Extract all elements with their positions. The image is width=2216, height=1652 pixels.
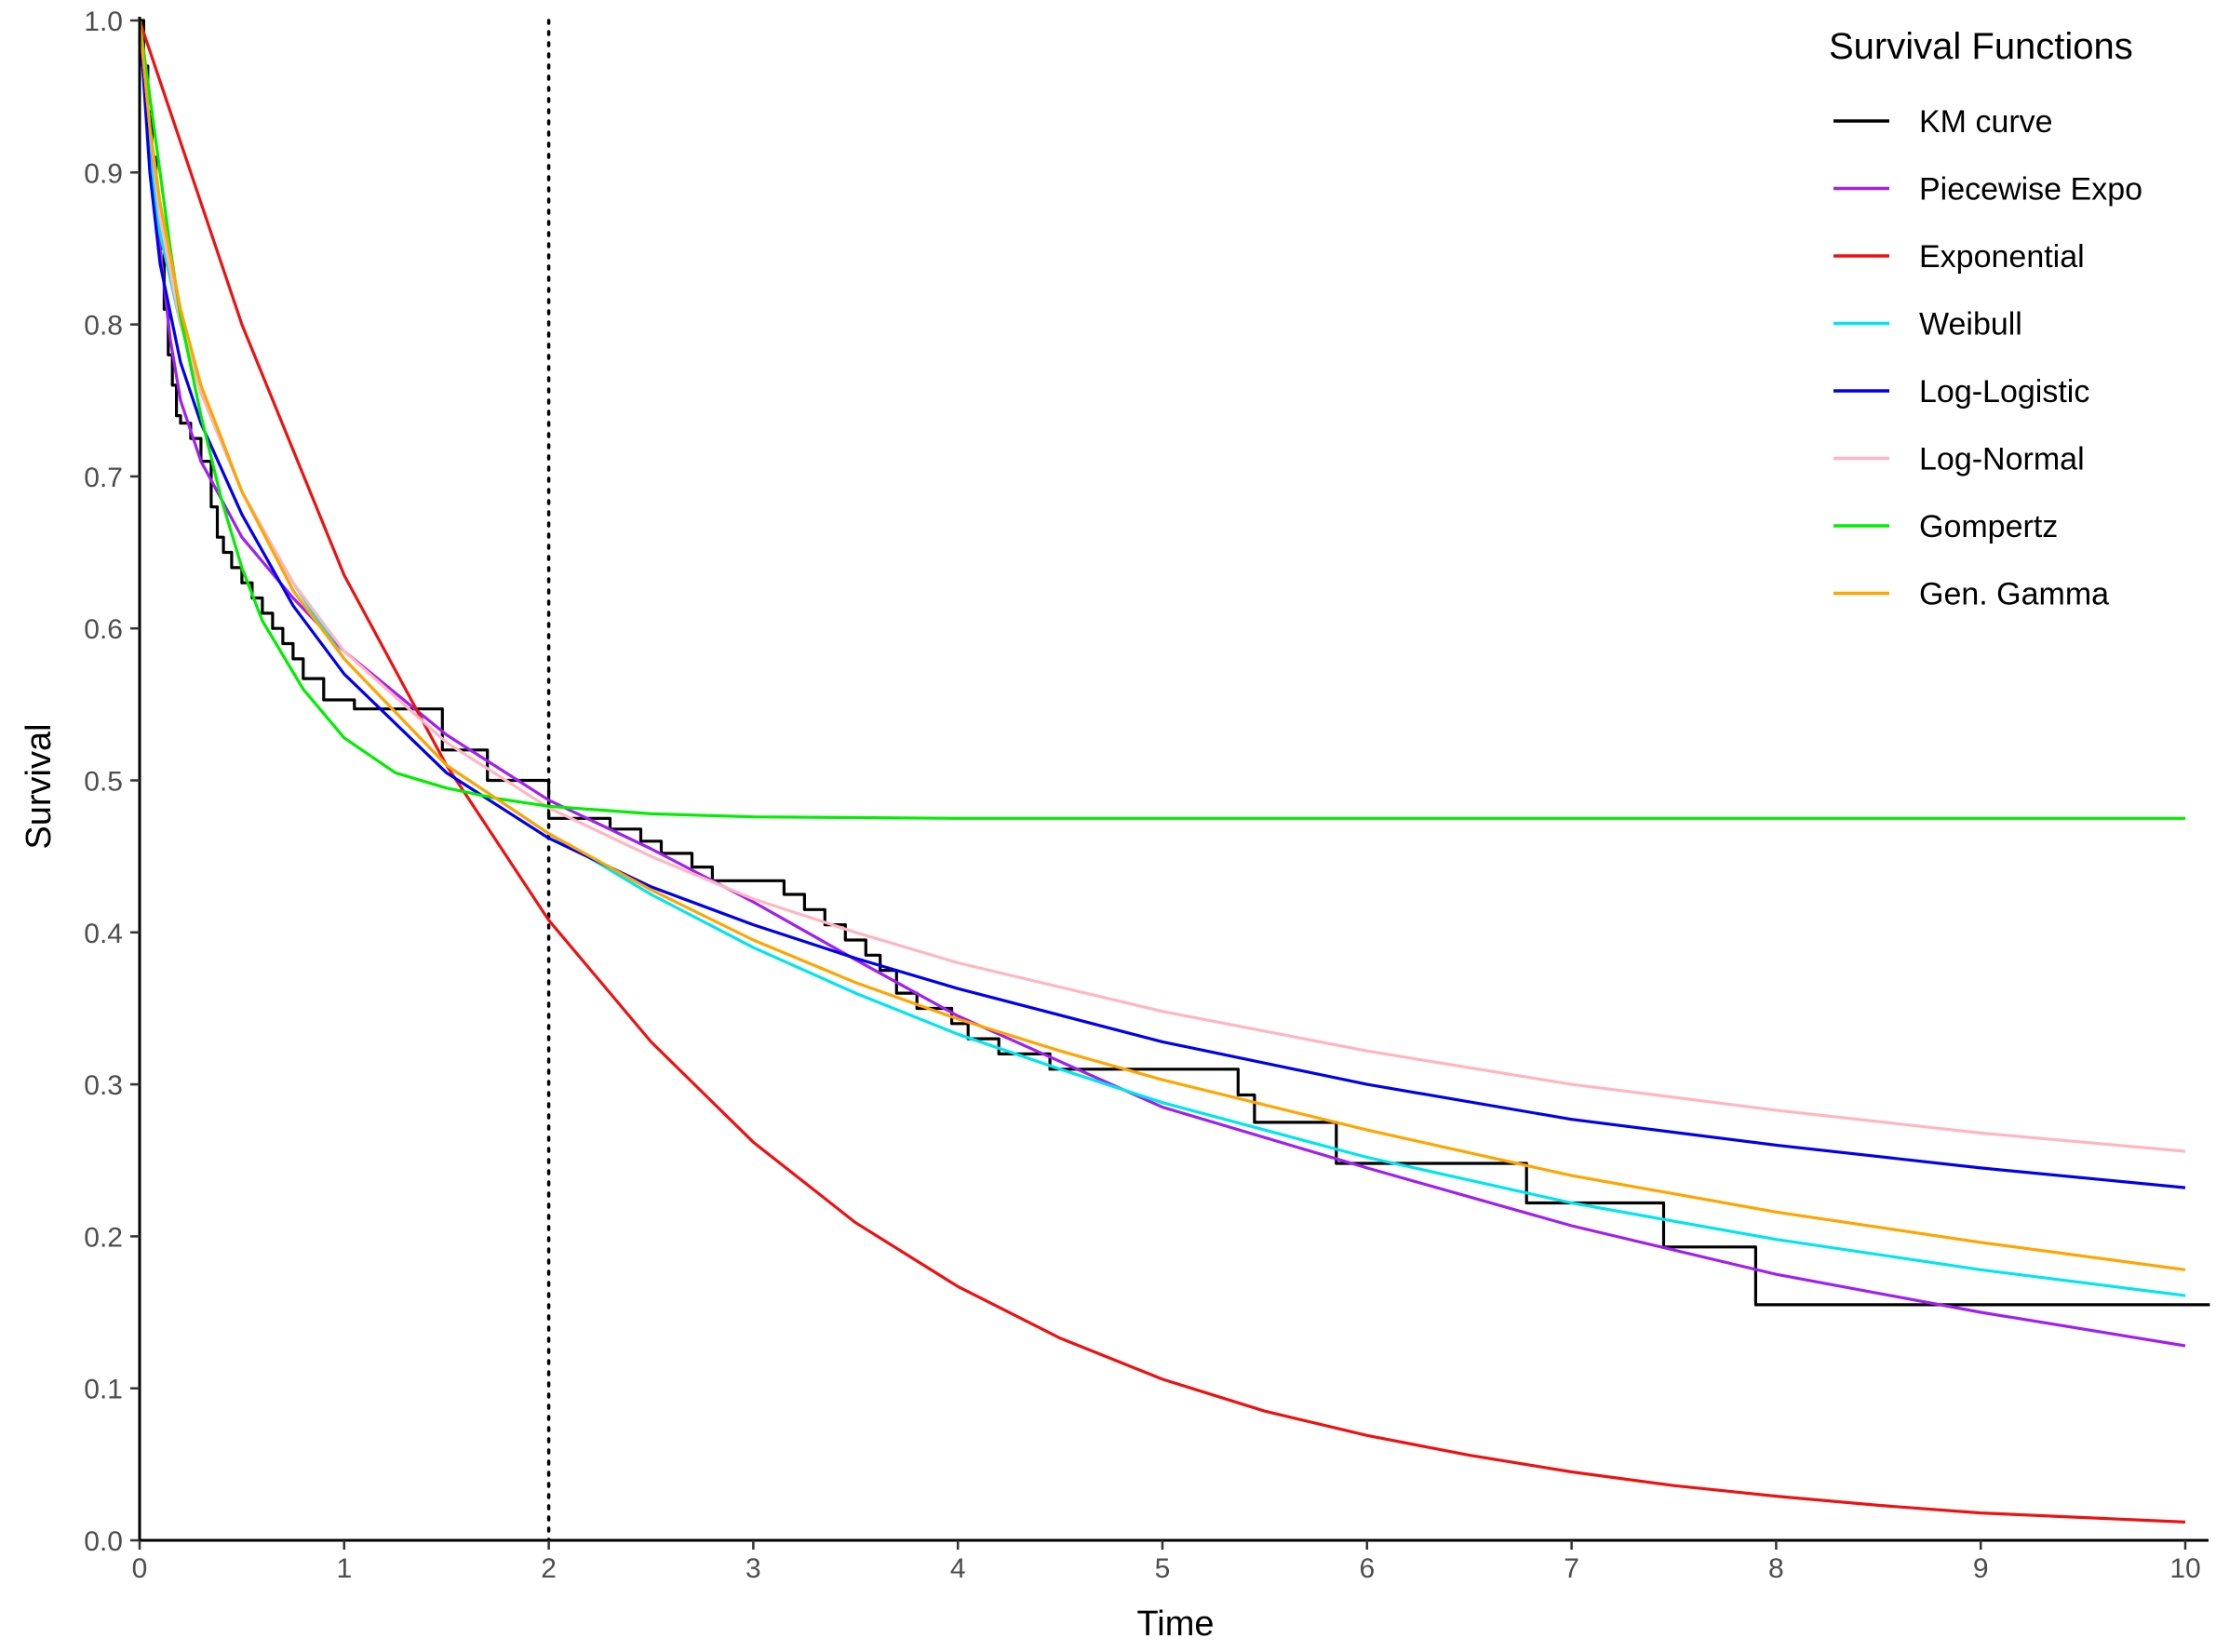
legend-label: Gen. Gamma xyxy=(1919,577,2109,612)
y-tick-label: 0.8 xyxy=(84,311,123,342)
y-tick-label: 0.2 xyxy=(84,1222,123,1253)
axes: 0.0 0.1 0.2 0.3 0.4 0.5 0.6 0.7 0.8 0.9 1.0 0 1 2 3 4 5 6… xyxy=(84,7,2209,1584)
y-tick-label: 0.6 xyxy=(84,614,123,645)
y-tick-label: 1.0 xyxy=(84,7,123,37)
legend-label: Exponential xyxy=(1919,239,2085,275)
series-line-km-curve xyxy=(140,19,2210,1307)
y-tick-label: 0.7 xyxy=(84,463,123,493)
y-tick-label: 0.5 xyxy=(84,767,123,798)
legend-label: Gompertz xyxy=(1919,509,2058,544)
x-tick-label: 3 xyxy=(745,1553,761,1584)
x-tick-label: 8 xyxy=(1768,1553,1784,1584)
x-tick-label: 4 xyxy=(950,1553,966,1584)
legend-label: Weibull xyxy=(1919,307,2022,342)
series-line-exponential xyxy=(138,20,2186,1524)
x-tick-label: 7 xyxy=(1564,1553,1579,1584)
x-tick-label: 1 xyxy=(336,1553,352,1584)
series-line-gen-gamma xyxy=(138,20,2186,1271)
series-line-weibull xyxy=(138,20,2186,1297)
x-tick-label: 9 xyxy=(1973,1553,1989,1584)
series-line-piecewise-expo xyxy=(138,20,2186,1348)
y-tick-label: 0.1 xyxy=(84,1375,123,1405)
x-tick-label: 10 xyxy=(2169,1553,2200,1584)
x-tick-label: 2 xyxy=(541,1553,557,1584)
y-tick-label: 0.0 xyxy=(84,1526,123,1557)
plot-series xyxy=(138,19,2210,1542)
series-line-gompertz xyxy=(138,20,2185,820)
x-tick-label: 5 xyxy=(1155,1553,1171,1584)
x-axis-title: Time xyxy=(1136,1605,1214,1644)
legend-label: Piecewise Expo xyxy=(1919,172,2142,208)
y-tick-label: 0.4 xyxy=(84,919,123,949)
y-tick-label: 0.3 xyxy=(84,1070,123,1101)
x-tick-label: 6 xyxy=(1359,1553,1375,1584)
legend: Survival Functions KM curve Piecewise Expo… xyxy=(1829,26,2142,612)
legend-label: KM curve xyxy=(1919,104,2053,140)
y-tick-label: 0.9 xyxy=(84,158,123,189)
legend-label: Log-Logistic xyxy=(1919,374,2089,410)
x-tick-label: 0 xyxy=(132,1553,148,1584)
legend-label: Log-Normal xyxy=(1919,442,2085,477)
y-axis-title: Survival xyxy=(20,723,59,849)
legend-title: Survival Functions xyxy=(1829,26,2133,67)
